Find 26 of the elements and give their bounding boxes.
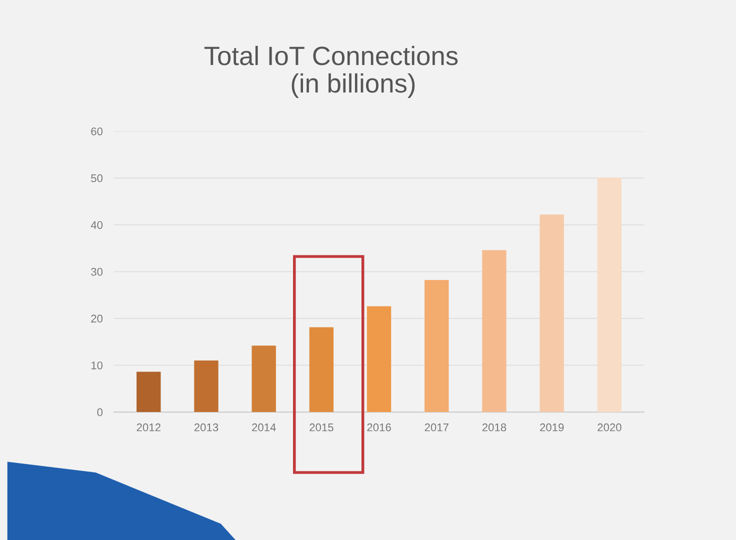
x-tick-label: 2015 — [310, 423, 334, 432]
bar — [136, 372, 161, 412]
x-tick-label: 2018 — [482, 423, 506, 432]
y-tick-label: 30 — [91, 268, 103, 276]
bar — [540, 214, 564, 412]
bar — [252, 346, 276, 412]
y-tick-label: 20 — [91, 314, 103, 323]
y-tick-label: 10 — [91, 361, 103, 370]
x-tick-label: 2017 — [424, 423, 448, 432]
bar — [597, 178, 622, 412]
y-tick-label: 50 — [91, 174, 103, 182]
bar — [194, 360, 218, 412]
y-tick-label: 0 — [97, 408, 103, 416]
chart-title: Total IoT Connections (in billions) — [204, 46, 458, 98]
bar — [482, 250, 506, 412]
bar — [424, 280, 449, 412]
y-tick-label: 60 — [91, 127, 103, 136]
x-tick-label: 2013 — [194, 423, 218, 432]
bar — [366, 306, 392, 412]
x-tick-label: 2020 — [598, 423, 622, 432]
y-tick-label: 40 — [90, 221, 103, 229]
x-tick-label: 2016 — [367, 423, 391, 432]
x-tick-label: 2014 — [252, 423, 276, 432]
x-tick-label: 2012 — [136, 423, 160, 432]
bar — [309, 327, 334, 412]
x-tick-label: 2019 — [540, 423, 564, 432]
